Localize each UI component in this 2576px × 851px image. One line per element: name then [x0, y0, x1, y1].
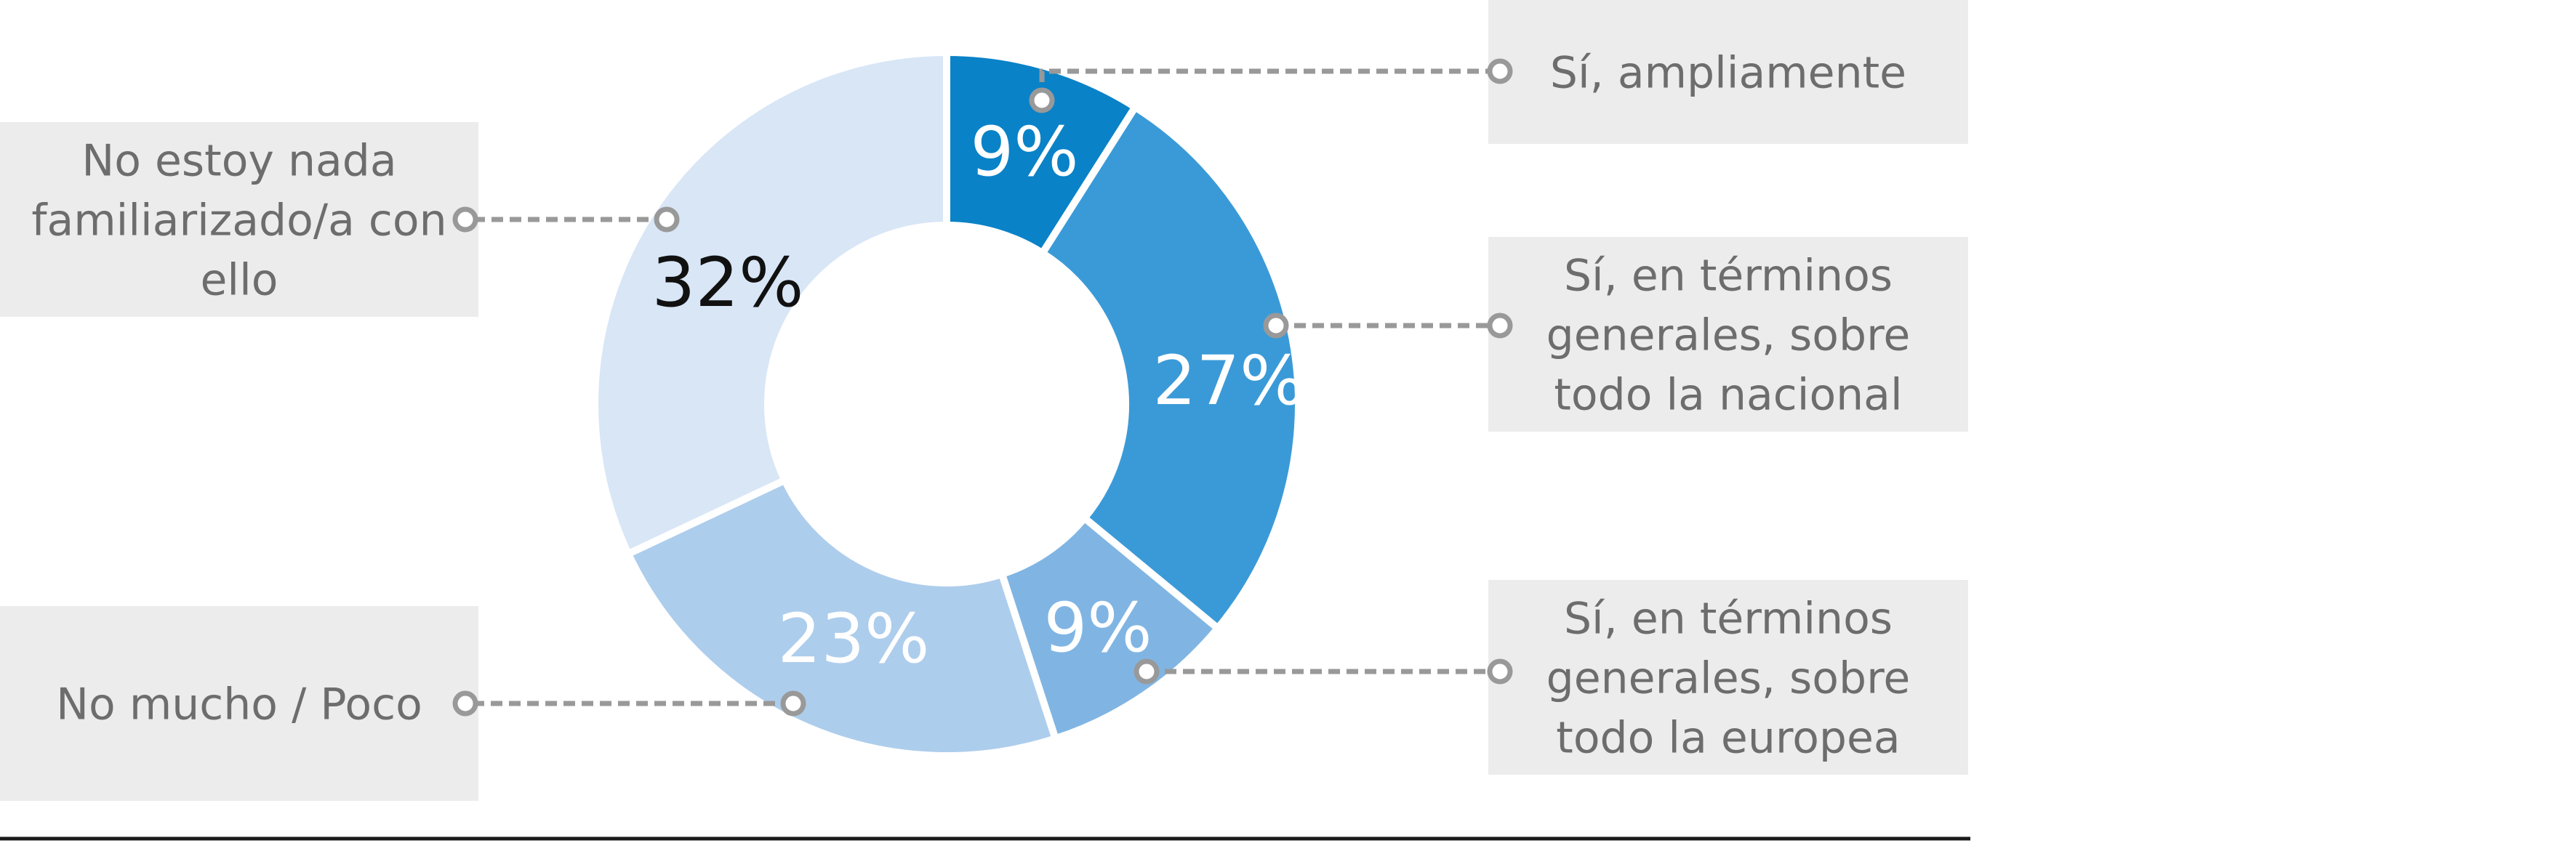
slice-label-5: No estoy nada familiarizado/a con ello: [31, 136, 446, 306]
donut-slice-5: [591, 48, 950, 559]
leader-end-4: [452, 690, 478, 717]
donut-slice-4: [623, 475, 1060, 759]
slice-label-4: No mucho / Poco: [56, 679, 422, 730]
leader-anchor-1: [1029, 87, 1055, 113]
label-box-1: [1488, 0, 1968, 144]
leader-anchor-5: [654, 206, 680, 233]
value-labels: 9% 27% 9% 23% 32%: [652, 113, 1305, 679]
leader-anchor-3: [1133, 658, 1160, 685]
slice-value-2: 27%: [1153, 342, 1305, 421]
label-box-5: [0, 122, 478, 317]
slice-value-4: 23%: [778, 600, 930, 679]
leader-end-2: [1487, 312, 1513, 339]
leader-anchor-4: [780, 690, 806, 717]
leader-end-1: [1487, 58, 1513, 84]
label-box-4: [0, 606, 478, 801]
leader-end-5: [452, 206, 478, 233]
donut-slices: [591, 48, 1302, 759]
slice-label-1: Sí, ampliamente: [1550, 48, 1906, 99]
slice-value-5: 32%: [652, 243, 804, 323]
slice-label-3: Sí, en términos generales, sobre todo la e…: [1546, 594, 1911, 764]
leader-end-3: [1487, 658, 1513, 685]
slice-value-3: 9%: [1043, 589, 1152, 668]
slice-value-1: 9%: [970, 113, 1078, 192]
donut-slice-2: [1037, 102, 1302, 634]
label-box-2: [1488, 237, 1968, 432]
slice-label-2: Sí, en términos generales, sobre todo la n…: [1546, 251, 1911, 421]
label-box-3: [1488, 580, 1968, 775]
callout-labels: Sí, ampliamente Sí, en términos generales,…: [0, 0, 1968, 801]
leader-anchor-2: [1263, 312, 1289, 339]
